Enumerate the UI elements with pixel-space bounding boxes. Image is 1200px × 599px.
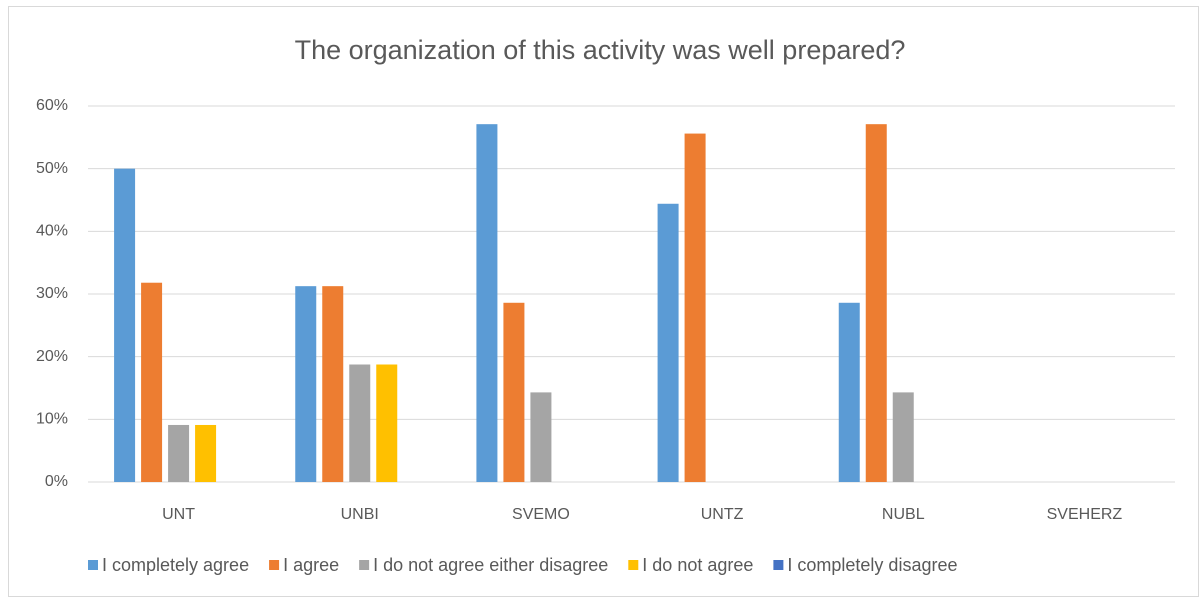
y-tick-label: 30% (36, 285, 68, 302)
legend-label: I completely disagree (787, 555, 957, 575)
legend-label: I do not agree (642, 555, 753, 575)
y-tick-label: 60% (36, 97, 68, 114)
legend-swatch (773, 560, 784, 570)
y-tick-label: 10% (36, 411, 68, 428)
y-tick-label: 40% (36, 223, 68, 240)
legend-swatch (88, 560, 98, 570)
x-tick-label: UNT (162, 506, 195, 523)
bar (376, 364, 398, 482)
y-tick-label: 0% (45, 473, 68, 490)
y-tick-label: 50% (36, 160, 68, 177)
bar (141, 282, 163, 482)
x-tick-label: UNTZ (701, 506, 744, 523)
bar (476, 124, 498, 482)
bar (503, 302, 525, 482)
legend-label: I completely agree (102, 555, 249, 575)
legend-label: I do not agree either disagree (373, 555, 608, 575)
chart-border (8, 6, 1199, 597)
bar (892, 392, 914, 482)
x-tick-label: UNBI (341, 506, 379, 523)
legend-swatch (628, 560, 639, 570)
bar (657, 203, 679, 482)
bar (530, 392, 552, 482)
bar (295, 286, 317, 482)
bar (168, 424, 190, 482)
legend-label: I agree (283, 555, 339, 575)
legend-swatch (359, 560, 370, 570)
bar (114, 168, 136, 482)
x-tick-label: SVEMO (512, 506, 570, 523)
x-tick-label: SVEHERZ (1047, 506, 1123, 523)
bar (865, 124, 887, 482)
bar (195, 424, 217, 482)
bar (684, 133, 706, 482)
bar (322, 286, 344, 482)
x-tick-label: NUBL (882, 506, 925, 523)
legend-swatch (269, 560, 280, 570)
bar (838, 302, 860, 482)
y-tick-label: 20% (36, 348, 68, 365)
bar (349, 364, 371, 482)
chart-title: The organization of this activity was we… (295, 35, 906, 65)
